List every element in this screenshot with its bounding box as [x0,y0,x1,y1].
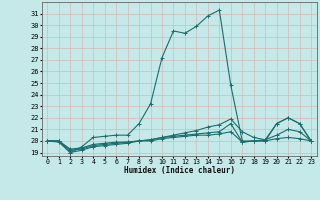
X-axis label: Humidex (Indice chaleur): Humidex (Indice chaleur) [124,166,235,175]
